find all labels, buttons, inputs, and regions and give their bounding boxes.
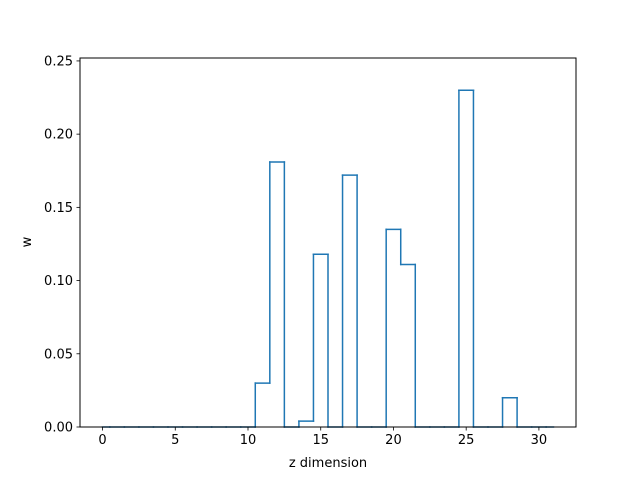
y-tick-label: 0.15	[44, 201, 73, 216]
x-tick-label: 10	[240, 433, 257, 448]
y-tick-label: 0.10	[44, 274, 73, 289]
y-tick-label: 0.25	[44, 54, 73, 69]
y-tick-label: 0.00	[44, 421, 73, 436]
x-tick-label: 5	[171, 433, 179, 448]
y-axis-label: w	[20, 236, 35, 247]
x-axis: 0 5 10 15 20 25 30	[98, 427, 547, 448]
x-tick-label: 30	[531, 433, 548, 448]
x-axis-label: z dimension	[289, 456, 367, 471]
y-tick-label: 0.20	[44, 128, 73, 143]
axes-frame	[79, 57, 577, 428]
y-axis: 0.00 0.05 0.10 0.15 0.20 0.25	[44, 54, 80, 436]
x-tick-label: 0	[98, 433, 106, 448]
y-tick-label: 0.05	[44, 347, 73, 362]
x-tick-label: 15	[312, 433, 329, 448]
x-tick-label: 20	[385, 433, 402, 448]
x-tick-label: 25	[458, 433, 475, 448]
